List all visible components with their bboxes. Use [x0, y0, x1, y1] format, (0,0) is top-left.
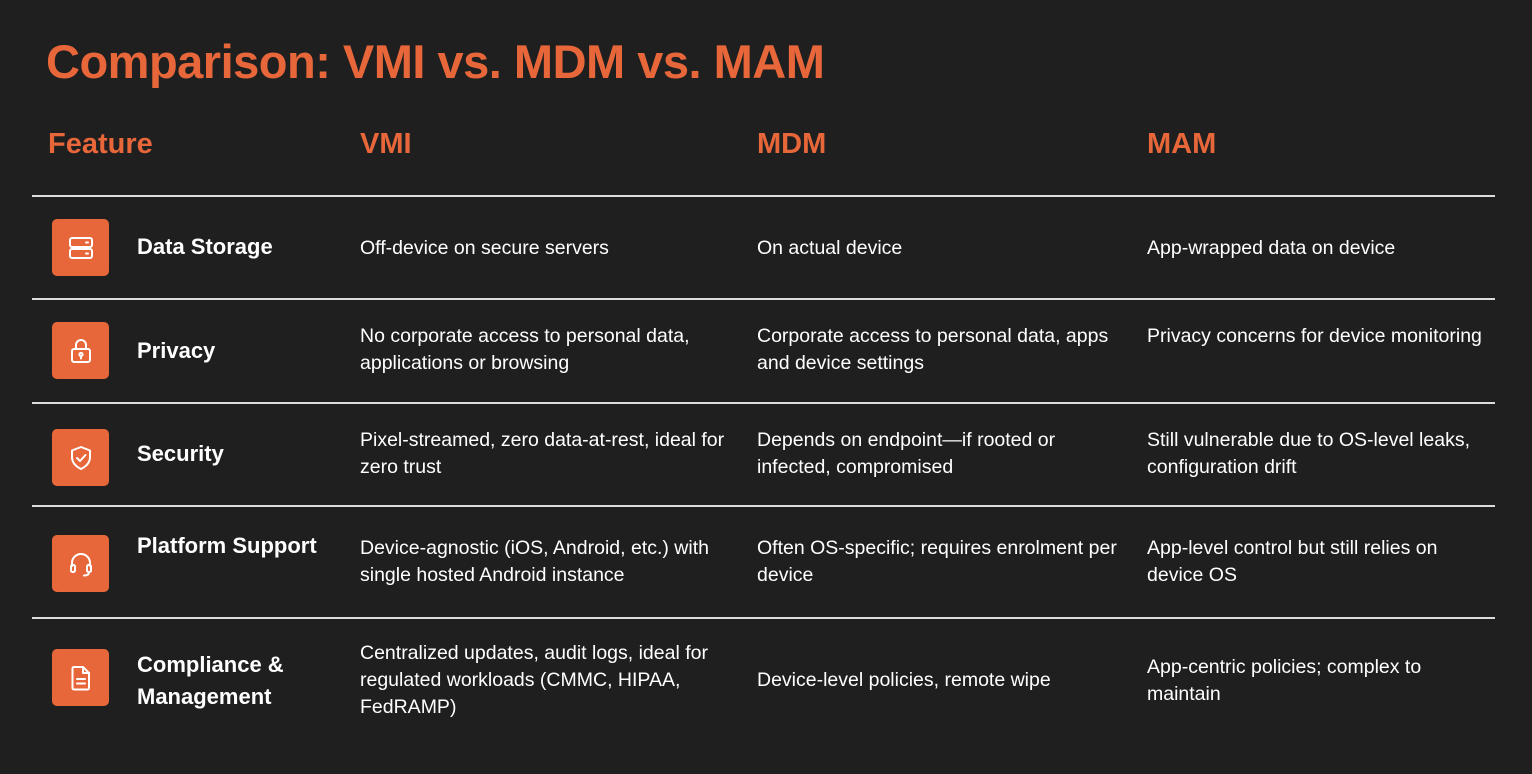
table-row: Compliance & Management Centralized upda… — [0, 619, 1532, 739]
feature-label: Platform Support — [137, 533, 317, 558]
server-icon — [52, 219, 109, 276]
feature-label: Privacy — [137, 338, 216, 363]
mam-cell: App-level control but still relies on de… — [1147, 537, 1438, 586]
header-mdm: MDM — [757, 128, 827, 160]
vmi-cell: Device-agnostic (iOS, Android, etc.) wit… — [360, 537, 709, 586]
table-row: Security Pixel-streamed, zero data-at-re… — [0, 404, 1532, 505]
divider — [32, 298, 1495, 300]
table-row: Platform Support Device-agnostic (iOS, A… — [0, 507, 1532, 617]
mam-cell: Privacy concerns for device monitoring — [1147, 325, 1482, 347]
document-icon — [52, 649, 109, 706]
vmi-cell: No corporate access to personal data, ap… — [360, 325, 690, 374]
vmi-cell: Pixel-streamed, zero data-at-rest, ideal… — [360, 429, 725, 478]
mam-cell: Still vulnerable due to OS-level leaks, … — [1147, 429, 1470, 478]
page-title: Comparison: VMI vs. MDM vs. MAM — [46, 35, 825, 88]
lock-icon — [52, 322, 109, 379]
feature-label: Compliance & Management — [137, 652, 284, 709]
headset-icon — [52, 535, 109, 592]
table-row: Data Storage Off-device on secure server… — [0, 197, 1532, 298]
divider — [32, 617, 1495, 619]
mdm-cell: On actual device — [757, 237, 903, 259]
divider — [32, 195, 1495, 197]
mdm-cell: Often OS-specific; requires enrolment pe… — [757, 537, 1117, 586]
mdm-cell: Device-level policies, remote wipe — [757, 669, 1051, 691]
header-mam: MAM — [1147, 128, 1217, 160]
divider — [32, 402, 1495, 404]
header-vmi: VMI — [360, 128, 412, 160]
vmi-cell: Off-device on secure servers — [360, 237, 609, 259]
feature-label: Security — [137, 441, 224, 466]
header-feature: Feature — [48, 128, 153, 160]
mdm-cell: Corporate access to personal data, apps … — [757, 325, 1109, 374]
vmi-cell: Centralized updates, audit logs, ideal f… — [360, 642, 708, 718]
shield-check-icon — [52, 429, 109, 486]
mdm-cell: Depends on endpoint—if rooted or infecte… — [757, 429, 1056, 478]
mam-cell: App-centric policies; complex to maintai… — [1147, 656, 1422, 705]
divider — [32, 505, 1495, 507]
mam-cell: App-wrapped data on device — [1147, 237, 1396, 259]
table-row: Privacy No corporate access to personal … — [0, 300, 1532, 402]
table-header-row: Feature VMI MDM MAM — [0, 128, 1532, 172]
feature-label: Data Storage — [137, 234, 273, 259]
